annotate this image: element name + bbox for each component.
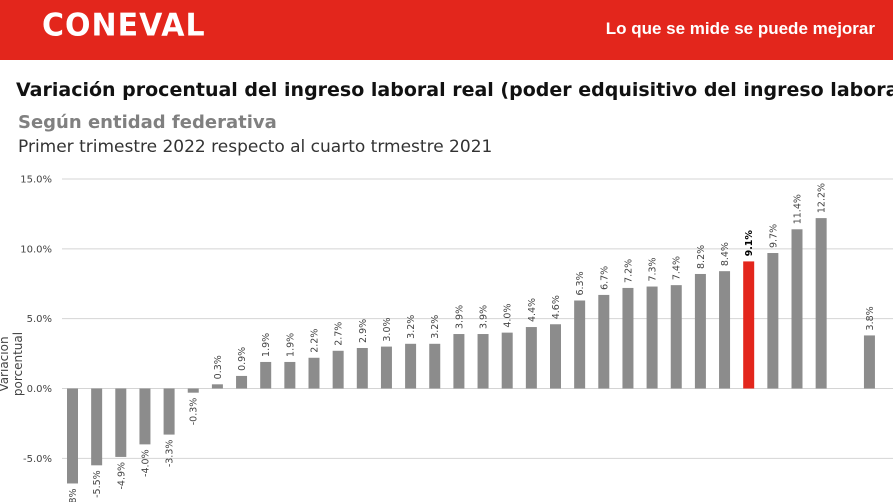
bar <box>67 388 78 484</box>
data-label: 12.2% <box>817 183 828 213</box>
bar <box>453 334 465 389</box>
data-label: 11.4% <box>793 194 804 224</box>
bar <box>815 218 827 389</box>
bar <box>139 388 151 445</box>
y-tick-label: 5.0% <box>27 314 52 325</box>
bar <box>163 388 175 435</box>
data-label: 7.4% <box>672 256 683 280</box>
bar <box>91 388 103 466</box>
bar <box>767 253 779 389</box>
bar <box>332 350 344 389</box>
bar <box>501 332 513 389</box>
data-label: 3.9% <box>454 305 465 329</box>
data-label: 8.2% <box>696 245 707 269</box>
bar <box>598 294 610 389</box>
tagline: Lo que se mide se puede mejorar <box>605 19 875 38</box>
bar <box>694 273 706 389</box>
data-label: 7.2% <box>623 259 634 283</box>
data-label: -6.8% <box>68 488 79 502</box>
bar <box>791 229 803 389</box>
bar <box>211 384 223 389</box>
data-label: 1.9% <box>285 333 296 357</box>
bar <box>356 347 368 389</box>
data-label: -4.9% <box>116 462 127 490</box>
data-label: 0.9% <box>237 347 248 371</box>
data-label: 3.0% <box>382 317 393 341</box>
data-label: -0.3% <box>189 398 200 426</box>
bar <box>719 271 731 389</box>
bar <box>405 343 417 389</box>
data-label: 9.1% <box>744 230 755 257</box>
data-label: 0.3% <box>213 355 224 379</box>
data-label: 1.9% <box>261 333 272 357</box>
data-label: 3.2% <box>406 315 417 339</box>
chart-subsubtitle: Primer trimestre 2022 respecto al cuarto… <box>18 137 493 157</box>
y-tick-label: 10.0% <box>20 244 52 255</box>
bar <box>115 388 127 457</box>
data-label: 2.9% <box>358 319 369 343</box>
bar <box>429 343 441 389</box>
bar <box>574 300 586 389</box>
bar <box>622 287 634 389</box>
data-label: 2.2% <box>310 329 321 353</box>
bar <box>525 327 537 389</box>
data-label: 3.9% <box>479 305 490 329</box>
data-label: 4.6% <box>551 295 562 319</box>
header-bar: CONEVAL Lo que se mide se puede mejorar <box>0 0 893 60</box>
bar <box>187 388 199 393</box>
data-label: 7.3% <box>648 257 659 281</box>
bar <box>550 324 561 389</box>
data-label: 6.7% <box>599 266 610 290</box>
data-label: 9.7% <box>768 224 779 248</box>
y-tick-label: -5.0% <box>23 454 52 465</box>
bar <box>236 375 248 389</box>
data-label: 3.8% <box>865 306 876 330</box>
bar <box>670 285 682 389</box>
bar <box>260 361 272 389</box>
data-label: 6.3% <box>575 271 586 295</box>
data-label: 2.7% <box>334 322 345 346</box>
data-label: -5.5% <box>92 470 103 498</box>
data-label: -4.0% <box>140 449 151 477</box>
data-label: -3.3% <box>165 440 176 468</box>
y-tick-label: 0.0% <box>27 384 52 395</box>
bar <box>646 286 658 389</box>
data-label: 8.4% <box>720 242 731 266</box>
bar <box>477 334 489 389</box>
bar <box>863 335 875 389</box>
data-label: 4.0% <box>503 303 514 327</box>
chart-title: Variación procentual del ingreso laboral… <box>16 79 893 101</box>
chart-subtitle: Según entidad federativa <box>18 112 277 133</box>
bar <box>380 346 392 389</box>
data-label: 4.4% <box>527 298 538 322</box>
bar <box>308 357 320 389</box>
bar <box>743 261 755 389</box>
data-label: 3.2% <box>430 315 441 339</box>
bar <box>284 361 296 389</box>
coneval-logo: CONEVAL <box>42 7 206 44</box>
y-tick-label: 15.0% <box>20 175 52 186</box>
